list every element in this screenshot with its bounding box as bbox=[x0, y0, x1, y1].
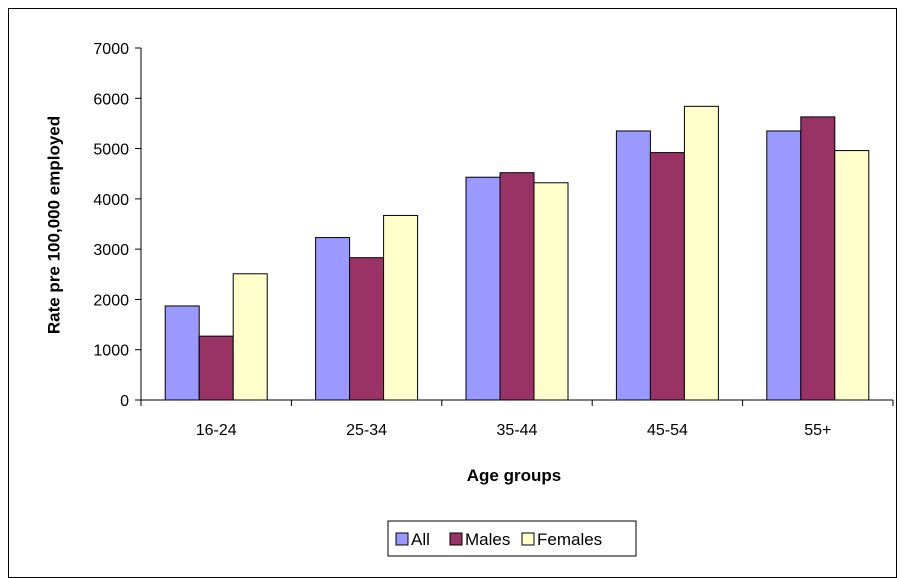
legend-swatch-females bbox=[521, 532, 535, 546]
bar-females-25-34 bbox=[383, 214, 419, 401]
bar-males-16-24 bbox=[198, 335, 234, 401]
y-tick-label: 3000 bbox=[93, 242, 129, 259]
y-tick-label: 0 bbox=[120, 393, 129, 410]
x-tick-label: 45-54 bbox=[647, 422, 688, 439]
x-tick-label: 35-44 bbox=[497, 422, 538, 439]
y-axis-title: Rate pre 100,000 employed bbox=[44, 116, 63, 334]
legend-swatch-males bbox=[449, 532, 463, 546]
y-tick-label: 7000 bbox=[93, 41, 129, 58]
y-tick-label: 6000 bbox=[93, 91, 129, 108]
legend-box bbox=[387, 520, 637, 557]
legend-swatch-all bbox=[395, 532, 409, 546]
legend: All Males Females bbox=[387, 520, 637, 557]
x-tick-label: 25-34 bbox=[346, 422, 387, 439]
bar-males-25-34 bbox=[349, 257, 385, 401]
y-tick-label: 4000 bbox=[93, 192, 129, 209]
bar-males-35-44 bbox=[499, 172, 535, 401]
bar-all-45-54 bbox=[615, 130, 651, 401]
bar-all-55+ bbox=[766, 130, 802, 401]
bar-females-55+ bbox=[834, 150, 870, 401]
bars bbox=[164, 105, 870, 401]
legend-label-all: All bbox=[411, 530, 430, 549]
y-tick-label: 1000 bbox=[93, 343, 129, 360]
y-tick-label: 2000 bbox=[93, 292, 129, 309]
chart-frame bbox=[8, 8, 897, 578]
bar-females-16-24 bbox=[232, 273, 268, 401]
bar-females-35-44 bbox=[533, 182, 569, 401]
y-ticks: 0 1000 2000 3000 4000 5000 6000 7000 bbox=[93, 41, 141, 410]
x-tick-label: 16-24 bbox=[196, 422, 237, 439]
x-tick-label: 55+ bbox=[804, 422, 831, 439]
bar-females-45-54 bbox=[683, 105, 719, 401]
bar-males-55+ bbox=[800, 116, 836, 401]
bar-males-45-54 bbox=[649, 152, 685, 401]
legend-label-females: Females bbox=[537, 530, 602, 549]
bar-all-25-34 bbox=[315, 237, 351, 401]
x-ticks: 16-24 25-34 35-44 45-54 55+ bbox=[140, 400, 894, 439]
y-tick-label: 5000 bbox=[93, 142, 129, 159]
legend-label-males: Males bbox=[465, 530, 510, 549]
x-axis-title: Age groups bbox=[467, 466, 561, 485]
bar-all-35-44 bbox=[465, 176, 501, 401]
bar-all-16-24 bbox=[164, 305, 200, 401]
